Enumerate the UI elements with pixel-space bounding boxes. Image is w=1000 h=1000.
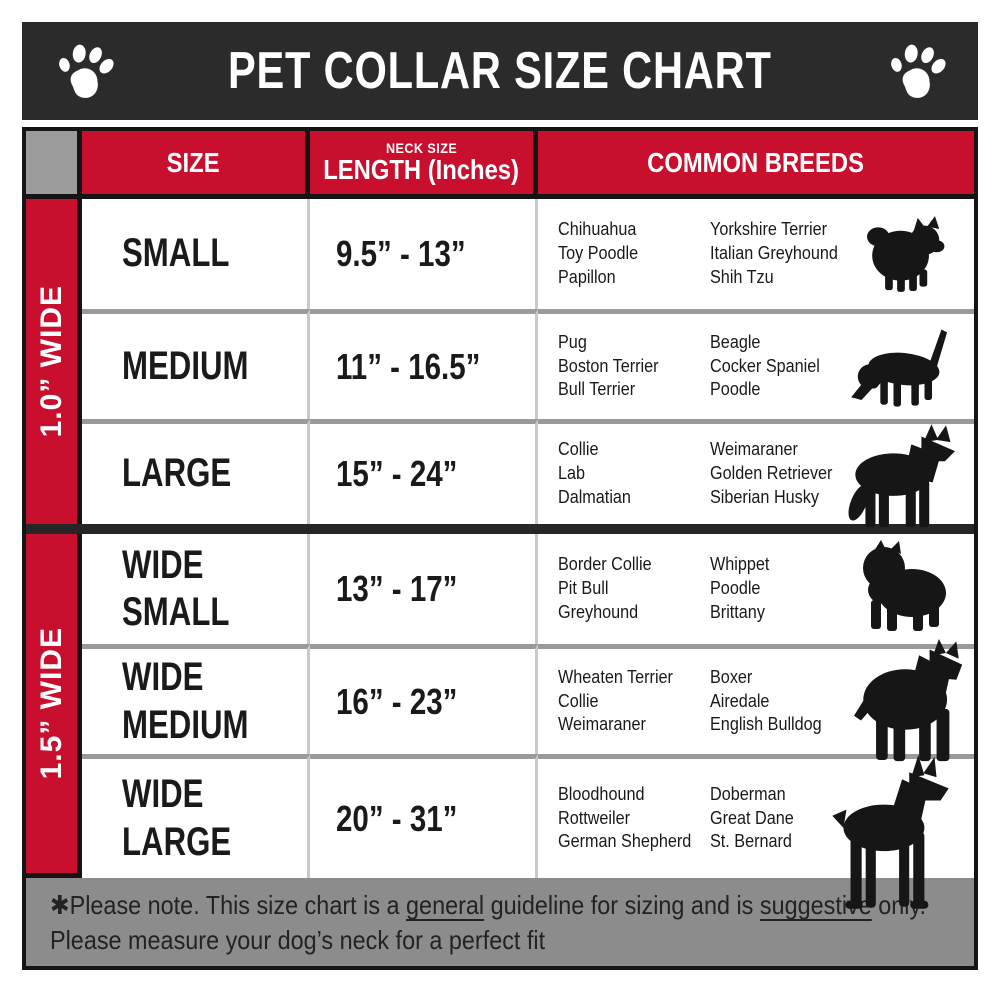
breed-list: Pug Boston Terrier Bull Terrier xyxy=(558,331,659,400)
doberman-silhouette-icon xyxy=(816,755,966,927)
column-header-common-breeds: COMMON BREEDS xyxy=(538,131,974,199)
corner-spacer xyxy=(26,131,82,199)
neck-range-value: 13” - 17” xyxy=(336,568,458,609)
size-label: WIDE xyxy=(122,772,204,817)
neck-range-cell: 20” - 31” xyxy=(310,754,538,878)
neck-size-main-label: LENGTH (Inches) xyxy=(323,153,520,185)
bulldog-silhouette-icon xyxy=(848,538,960,638)
neck-size-sub-label: NECK SIZE xyxy=(385,139,458,156)
size-cell-wide-large: WIDE LARGE xyxy=(82,754,310,878)
breeds-cell: Chihuahua Toy Poodle Papillon Yorkshire … xyxy=(538,199,974,309)
neck-range-value: 20” - 31” xyxy=(336,797,458,839)
size-chart-frame: PET COLLAR SIZE CHART SIZE NECK SIZE LEN… xyxy=(22,22,978,970)
breed-list: Collie Lab Dalmatian xyxy=(558,439,631,507)
breeds-cell: Wheaten Terrier Collie Weimaraner Boxer … xyxy=(538,639,974,762)
size-label: WIDE xyxy=(122,542,204,587)
column-header-neck-size: NECK SIZE LENGTH (Inches) xyxy=(310,131,538,199)
width-band-label: 1.5” WIDE xyxy=(34,627,68,780)
chart-header: PET COLLAR SIZE CHART xyxy=(22,22,978,120)
neck-range-value: 11” - 16.5” xyxy=(336,345,481,387)
width-band-1-5-wide: 1.5” WIDE xyxy=(26,534,82,878)
breed-list: Yorkshire Terrier Italian Greyhound Shih… xyxy=(710,219,838,287)
size-label: SMALL xyxy=(122,590,230,634)
section-divider xyxy=(26,524,974,534)
breed-list: Border Collie Pit Bull Greyhound xyxy=(558,554,652,622)
paw-icon xyxy=(52,41,116,101)
size-label: LARGE xyxy=(122,451,232,496)
size-label: WIDE xyxy=(122,655,204,700)
breed-list: Bloodhound Rottweiler German Shepherd xyxy=(558,783,692,852)
breeds-cell: Bloodhound Rottweiler German Shepherd Do… xyxy=(538,754,974,909)
size-cell-wide-small: WIDE SMALL xyxy=(82,534,310,644)
neck-range-cell: 15” - 24” xyxy=(310,419,538,524)
size-table: SIZE NECK SIZE LENGTH (Inches) COMMON BR… xyxy=(22,127,978,970)
page-title: PET COLLAR SIZE CHART xyxy=(228,42,772,100)
dachshund-silhouette-icon xyxy=(836,322,966,416)
breed-list: Chihuahua Toy Poodle Papillon xyxy=(558,219,639,287)
breeds-cell: Pug Boston Terrier Bull Terrier Beagle C… xyxy=(538,309,974,419)
breed-list: Weimaraner Golden Retriever Siberian Hus… xyxy=(710,439,833,507)
neck-range-value: 9.5” - 13” xyxy=(336,233,466,274)
neck-range-value: 15” - 24” xyxy=(336,453,458,494)
size-label: MEDIUM xyxy=(122,702,249,747)
breed-list: Boxer Airedale English Bulldog xyxy=(710,666,822,735)
size-cell-small: SMALL xyxy=(82,199,310,309)
breed-list: Beagle Cocker Spaniel Poodle xyxy=(710,331,820,400)
breed-list: Doberman Great Dane St. Bernard xyxy=(710,783,794,852)
german-shepherd-silhouette-icon xyxy=(830,422,968,534)
neck-range-cell: 13” - 17” xyxy=(310,534,538,644)
size-cell-medium: MEDIUM xyxy=(82,309,310,419)
breeds-cell: Collie Lab Dalmatian Weimaraner Golden R… xyxy=(538,419,974,528)
pomeranian-silhouette-icon xyxy=(850,211,958,297)
width-band-1-0-wide: 1.0” WIDE xyxy=(26,199,82,524)
size-label: MEDIUM xyxy=(122,343,249,388)
footer-note: ✱Please note. This size chart is a gener… xyxy=(26,878,974,966)
width-band-label: 1.0” WIDE xyxy=(34,285,68,438)
neck-range-cell: 16” - 23” xyxy=(310,644,538,754)
breeds-cell: Border Collie Pit Bull Greyhound Whippet… xyxy=(538,534,974,644)
paw-icon xyxy=(884,41,948,101)
column-header-size: SIZE xyxy=(82,131,310,199)
neck-range-value: 16” - 23” xyxy=(336,680,458,722)
size-label: LARGE xyxy=(122,819,232,864)
footer-note-line2: Please measure your dog’s neck for a per… xyxy=(50,925,546,956)
size-cell-wide-medium: WIDE MEDIUM xyxy=(82,644,310,754)
underlined-word: general xyxy=(406,890,485,920)
pitbull-silhouette-icon xyxy=(840,639,968,767)
size-label: SMALL xyxy=(122,231,230,276)
breed-list: Wheaten Terrier Collie Weimaraner xyxy=(558,666,673,735)
footer-note-line1: ✱Please note. This size chart is a gener… xyxy=(50,890,926,920)
neck-range-cell: 11” - 16.5” xyxy=(310,309,538,419)
neck-range-cell: 9.5” - 13” xyxy=(310,199,538,309)
breed-list: Whippet Poodle Brittany xyxy=(710,554,770,622)
size-cell-large: LARGE xyxy=(82,419,310,524)
